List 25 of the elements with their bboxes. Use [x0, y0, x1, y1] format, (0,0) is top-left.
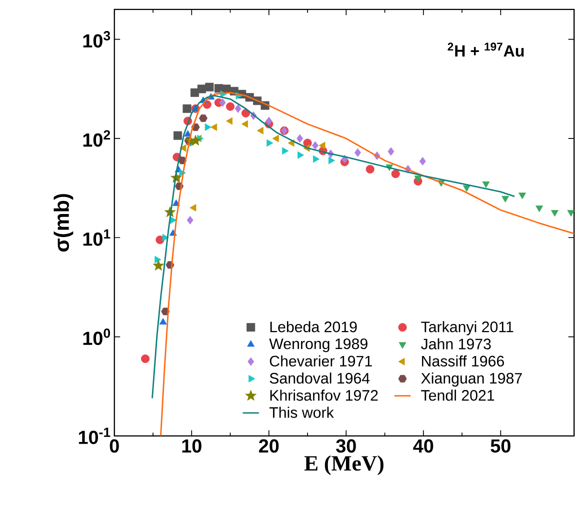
y-axis-title: σ(mb)	[54, 194, 74, 252]
x-tick-label: 0	[110, 439, 119, 453]
x-axis-title: E (MeV)	[304, 455, 384, 476]
legend-label: Lebeda 2019	[270, 321, 357, 332]
y-tick-label: 10$^{2}$	[83, 130, 110, 147]
y-tick-label: 10$^{3}$	[83, 30, 110, 48]
y-tick-label: 10$^{-1}$	[78, 428, 110, 444]
legend-label: This work	[269, 406, 334, 418]
legend-label: Jahn 1973	[421, 338, 491, 350]
legend-label: Tarkanyi 2011	[421, 321, 514, 336]
text: $^{2}$H + $^{197}$Au	[448, 42, 524, 57]
legend-label: Wenrong 1989	[269, 338, 368, 352]
legend-label: Khrisanfov 1972	[270, 390, 378, 401]
x-tick-label: 40	[413, 439, 434, 453]
x-tick-label: 10	[182, 439, 202, 453]
legend-label: Nassiff 1966	[422, 355, 504, 366]
y-tick-label: 10$^{0}$	[83, 328, 110, 345]
x-tick-label: 30	[336, 439, 356, 453]
x-tick-label: 50	[490, 439, 510, 453]
legend-label: Sandoval 1964	[270, 372, 370, 384]
x-tick-label: 20	[259, 439, 279, 453]
legend-label: Xianguan 1987	[421, 372, 522, 387]
legend-label: Tendl 2021	[421, 390, 494, 401]
legend-label: Chevarier 1971	[270, 355, 372, 366]
y-tick-label: 10$^{1}$	[83, 229, 110, 246]
